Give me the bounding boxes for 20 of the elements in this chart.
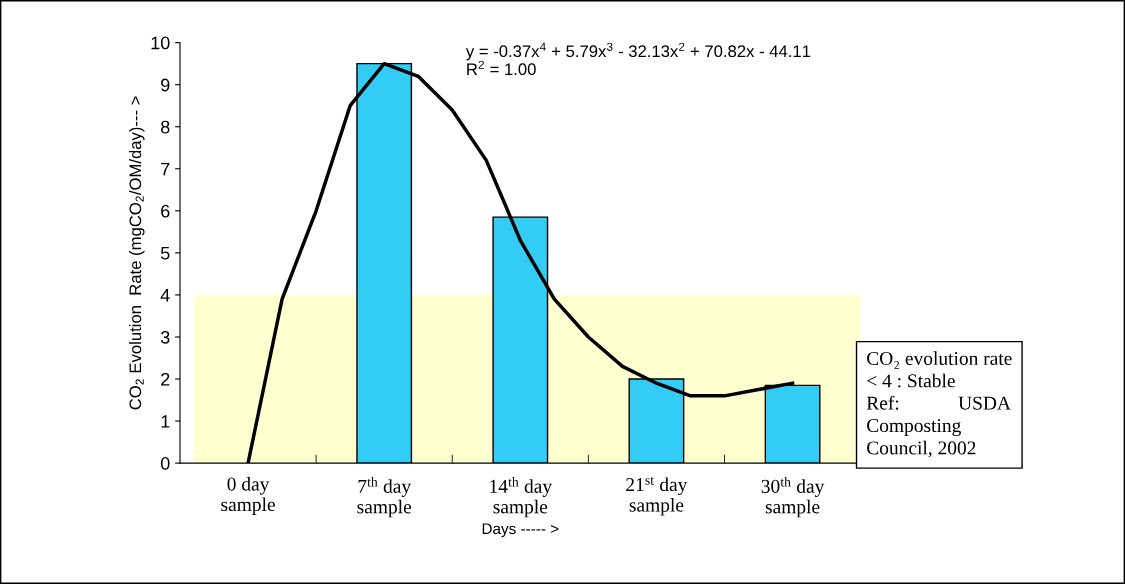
y-tick-label: 2: [161, 372, 170, 386]
y-tick-label: 10: [151, 36, 170, 50]
text: CO₂ evolution rate < 4 : Stable Ref: USDA Composting Council, 2002: [866, 351, 1012, 458]
text: y = -0.37x$^{4}$ + 5.79x$^{3}$ - 32.13x$^{2}$ + 70.82x - 44.11 R$^{2}$ = 1.00: [465, 42, 811, 76]
y-tick-label: 0: [160, 457, 170, 470]
x-tick-label: 14$^{th}$ day sample: [490, 477, 553, 518]
y-tick-label: 8: [161, 120, 170, 134]
y-tick-label: 5: [160, 246, 170, 260]
y-tick-label: 4: [160, 289, 170, 302]
x-tick-label: 7$^{th}$ day sample: [357, 477, 412, 518]
y-tick-label: 1: [161, 415, 170, 428]
x-tick-label: 30$^{th}$ day sample: [761, 477, 825, 518]
x-axis-title: Days ----- >: [482, 523, 559, 538]
y-tick-label: 3: [160, 330, 170, 344]
x-tick-label: 0 day sample: [221, 477, 275, 516]
y-tick-label: 7: [161, 162, 170, 176]
y-tick-label: 6: [161, 204, 170, 218]
y-axis-title: CO$_{2}$ Evolution Rate (mgCO$_{2}$/OM/day)--- >: [128, 96, 145, 410]
x-tick-label: 21$^{st}$ day sample: [626, 477, 688, 516]
y-tick-label: 9: [161, 78, 170, 92]
